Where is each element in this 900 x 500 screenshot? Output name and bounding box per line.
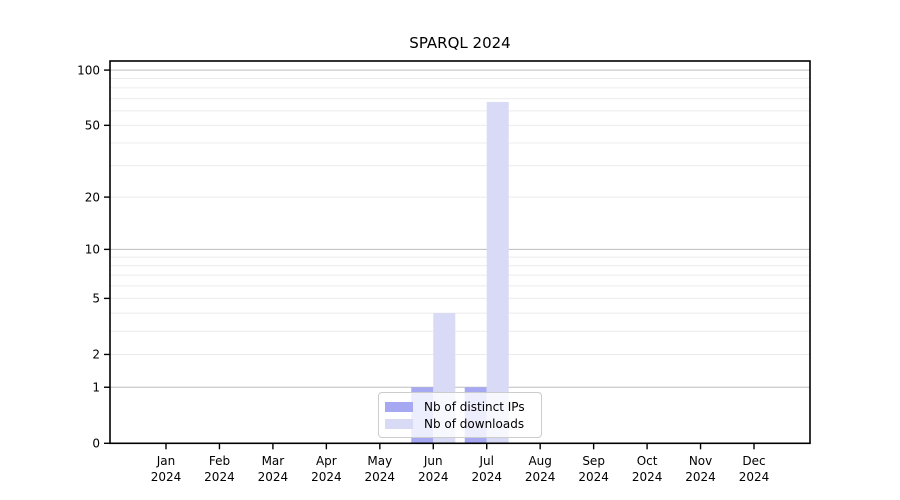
x-tick-label-month: Dec bbox=[742, 454, 765, 468]
y-tick-label: 1 bbox=[92, 380, 100, 394]
x-tick-label-year: 2024 bbox=[471, 470, 502, 484]
y-tick-label: 5 bbox=[92, 292, 100, 306]
x-tick-label-month: Oct bbox=[637, 454, 658, 468]
legend-row-distinct-ips: Nb of distinct IPs bbox=[385, 398, 533, 415]
plot-frame bbox=[109, 60, 811, 445]
x-tick-label-year: 2024 bbox=[632, 470, 663, 484]
legend-label-downloads: Nb of downloads bbox=[424, 416, 525, 431]
y-tick-label: 10 bbox=[85, 243, 100, 257]
x-tick-label-year: 2024 bbox=[418, 470, 449, 484]
y-tick-label: 20 bbox=[85, 190, 100, 204]
x-tick-label-year: 2024 bbox=[311, 470, 342, 484]
x-tick-label-year: 2024 bbox=[151, 470, 182, 484]
x-tick-label-month: May bbox=[367, 454, 392, 468]
x-tick-label-year: 2024 bbox=[365, 470, 396, 484]
x-tick-label-year: 2024 bbox=[258, 470, 289, 484]
y-tick-label: 100 bbox=[77, 63, 100, 77]
x-tick-label-month: Apr bbox=[316, 454, 337, 468]
chart-title: SPARQL 2024 bbox=[409, 34, 511, 52]
legend-label-distinct-ips: Nb of distinct IPs bbox=[424, 399, 525, 414]
x-tick-label-month: Jul bbox=[478, 454, 493, 468]
y-tick-label: 2 bbox=[92, 348, 100, 362]
x-tick-label-year: 2024 bbox=[685, 470, 716, 484]
x-tick-label-year: 2024 bbox=[204, 470, 235, 484]
legend: Nb of distinct IPs Nb of downloads bbox=[378, 392, 542, 438]
legend-row-downloads: Nb of downloads bbox=[385, 415, 533, 432]
x-tick-label-month: Feb bbox=[209, 454, 230, 468]
x-tick-label-year: 2024 bbox=[739, 470, 770, 484]
x-tick-label-month: Aug bbox=[528, 454, 551, 468]
legend-swatch-downloads bbox=[385, 418, 413, 429]
y-tick-label: 0 bbox=[92, 437, 100, 451]
x-tick-label-year: 2024 bbox=[578, 470, 609, 484]
y-tick-label: 50 bbox=[85, 119, 100, 133]
x-tick-label-month: Nov bbox=[689, 454, 712, 468]
bar-jul-downloads bbox=[486, 102, 509, 444]
x-tick-label-year: 2024 bbox=[525, 470, 556, 484]
legend-swatch-distinct-ips bbox=[385, 401, 413, 412]
x-tick-label-month: Jan bbox=[156, 454, 176, 468]
x-tick-label-month: Mar bbox=[262, 454, 285, 468]
x-tick-label-month: Sep bbox=[582, 454, 605, 468]
x-tick-label-month: Jun bbox=[423, 454, 443, 468]
